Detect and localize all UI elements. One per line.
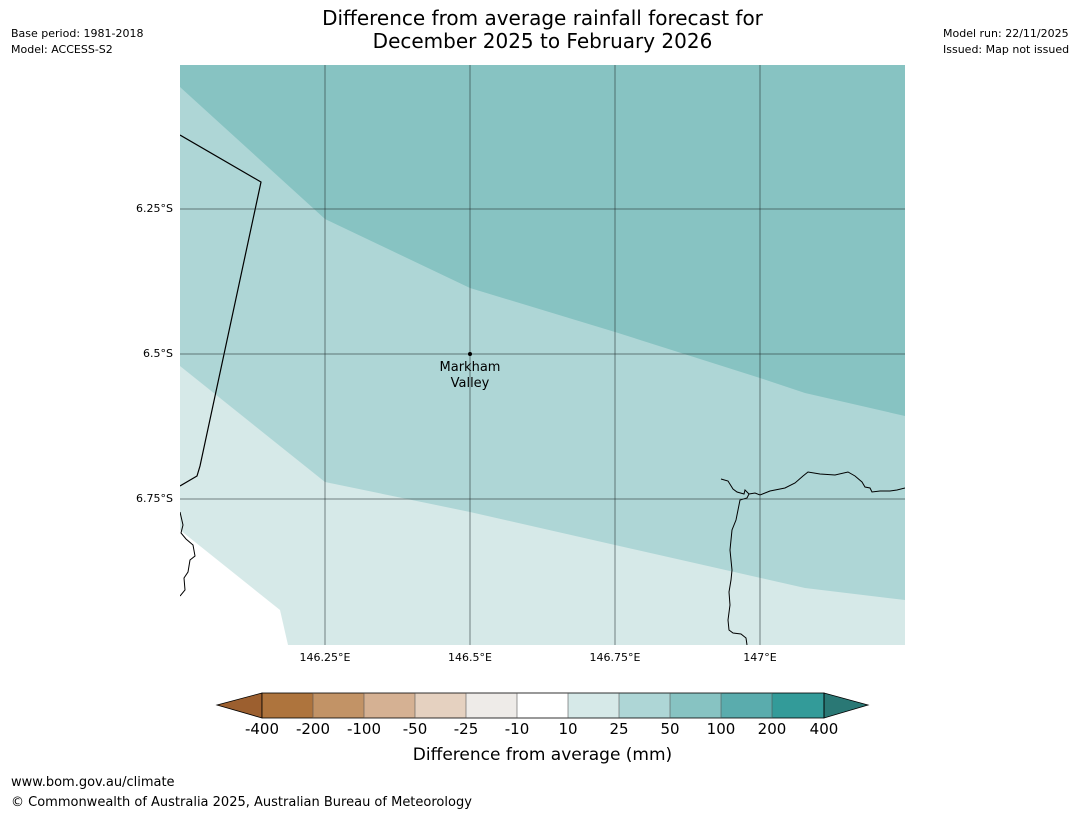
colorbar-tick: 100: [706, 720, 736, 738]
colorbar-tick: -25: [453, 720, 479, 738]
border-line: [180, 134, 262, 487]
colorbar-tick: -200: [295, 720, 331, 738]
model-run: Model run: 22/11/2025: [943, 27, 1069, 40]
colorbar-tick: 10: [558, 720, 578, 738]
lat-label-6-25: 6.25°S: [136, 202, 173, 215]
footer-copyright: © Commonwealth of Australia 2025, Austra…: [11, 795, 472, 810]
colorbar-title: Difference from average (mm): [412, 745, 673, 765]
colorbar-extend-low: [215, 692, 263, 719]
band-50-100: [180, 65, 905, 416]
colorbar-tick: 400: [809, 720, 839, 738]
lon-label-147: 147°E: [743, 651, 777, 664]
coastline-west: [180, 511, 196, 597]
colorbar: [215, 692, 870, 719]
place-name-line-1: Markham: [439, 360, 501, 375]
place-name-line-2: Valley: [450, 376, 490, 391]
colorbar-tick: -10: [504, 720, 530, 738]
colorbar-segment: [415, 693, 466, 718]
colorbar-segment: [721, 693, 772, 718]
colorbar-segment: [262, 693, 313, 718]
lat-label-6-5: 6.5°S: [143, 347, 173, 360]
no-data-area: [180, 530, 288, 645]
title-line-2: December 2025 to February 2026: [372, 29, 713, 53]
coastline-north: [748, 471, 905, 496]
footer-url[interactable]: www.bom.gov.au/climate: [11, 775, 175, 790]
place-marker: [468, 352, 472, 356]
colorbar-tick: -50: [402, 720, 428, 738]
colorbar-segment: [568, 693, 619, 718]
colorbar-extend-high: [823, 692, 870, 719]
colorbar-segment: [364, 693, 415, 718]
lon-label-146-75: 146.75°E: [589, 651, 641, 664]
model-name: Model: ACCESS-S2: [11, 43, 113, 56]
map-metadata-right: Model run: 22/11/2025 Issued: Map not is…: [943, 26, 1069, 58]
colorbar-segment: [772, 693, 824, 718]
colorbar-dividers: [312, 693, 773, 718]
lon-label-146-5: 146.5°E: [448, 651, 492, 664]
issued-status: Issued: Map not issued: [943, 43, 1070, 56]
colorbar-tick: -100: [346, 720, 382, 738]
colorbar-outline: [261, 692, 825, 719]
colorbar-segment: [313, 693, 364, 718]
map-area: [180, 65, 905, 645]
colorbar-tick: 25: [609, 720, 629, 738]
lat-label-6-75: 6.75°S: [136, 492, 173, 505]
colorbar-segment: [670, 693, 721, 718]
place-label: Markham Valley: [425, 360, 515, 392]
colorbar-tick: 200: [757, 720, 787, 738]
colorbar-segment: [517, 693, 568, 718]
colorbar-tick: 50: [660, 720, 680, 738]
coastline-east: [720, 478, 750, 645]
lon-label-146-25: 146.25°E: [299, 651, 351, 664]
map-title: Difference from average rainfall forecas…: [0, 7, 1085, 53]
map-metadata-left: Base period: 1981-2018 Model: ACCESS-S2: [11, 26, 143, 58]
colorbar-segment: [619, 693, 670, 718]
title-line-1: Difference from average rainfall forecas…: [322, 6, 763, 30]
colorbar-tick: -400: [244, 720, 280, 738]
colorbar-segment: [466, 693, 517, 718]
base-period: Base period: 1981-2018: [11, 27, 144, 40]
